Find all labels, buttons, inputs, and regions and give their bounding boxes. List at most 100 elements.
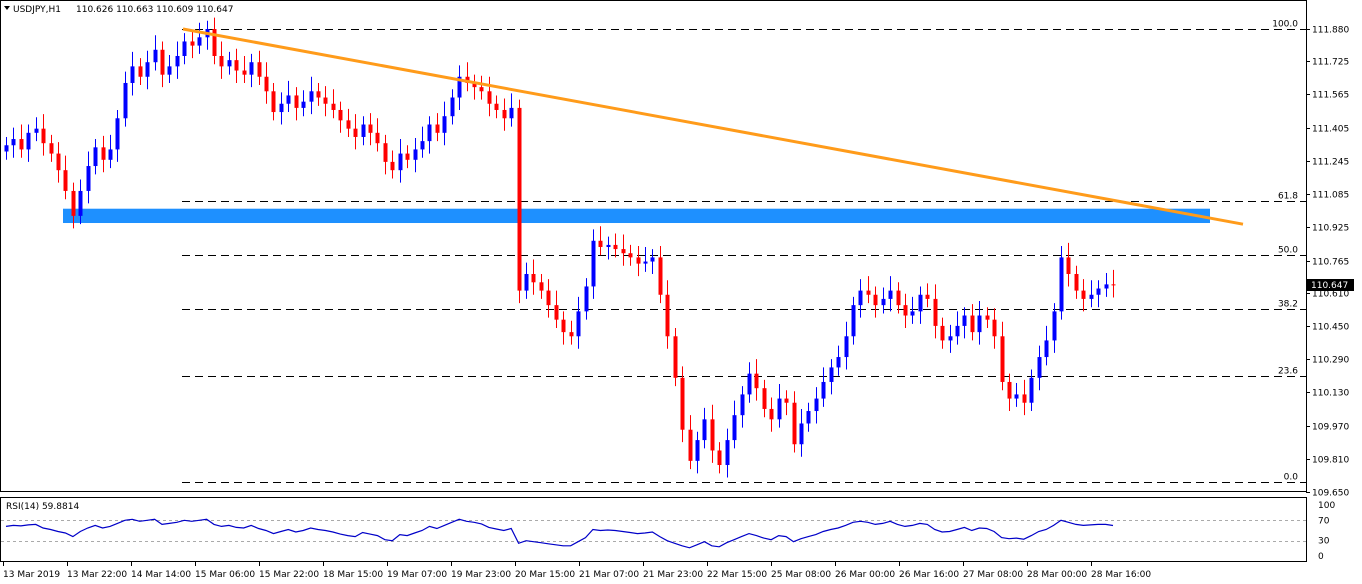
candle-body bbox=[115, 118, 120, 150]
candle-body bbox=[710, 419, 715, 451]
candle-body bbox=[78, 190, 83, 216]
price-tick-label: 109.650 bbox=[1312, 489, 1349, 499]
candle-body bbox=[814, 398, 819, 412]
time-tick-label: 26 Mar 16:00 bbox=[899, 570, 959, 580]
fib-level-label: 50.0 bbox=[1278, 246, 1298, 256]
candle-body bbox=[591, 240, 596, 287]
candle-body bbox=[331, 103, 336, 110]
candle-body bbox=[375, 132, 380, 144]
time-tick-label: 22 Mar 15:00 bbox=[707, 570, 767, 580]
candle-body bbox=[509, 107, 514, 119]
time-tick-label: 13 Mar 22:00 bbox=[67, 570, 127, 580]
candle-body bbox=[264, 76, 269, 92]
price-axis: 111.880 111.725 111.565 111.405 111.245 111.0… bbox=[1306, 26, 1354, 499]
candle-body bbox=[903, 305, 908, 316]
candle-body bbox=[130, 66, 135, 83]
dropdown-triangle-icon[interactable] bbox=[4, 6, 10, 10]
candle-body bbox=[598, 240, 603, 248]
candle-body bbox=[101, 147, 106, 160]
candle-body bbox=[680, 377, 685, 430]
candle-body bbox=[405, 153, 410, 160]
candle-body bbox=[584, 286, 589, 312]
candle-body bbox=[792, 402, 797, 445]
candle-body bbox=[420, 141, 425, 150]
candle-body bbox=[26, 132, 31, 150]
time-tick-label: 14 Mar 14:00 bbox=[131, 570, 191, 580]
candle-body bbox=[1007, 381, 1012, 399]
candle-body bbox=[212, 29, 217, 56]
price-tick-label: 110.450 bbox=[1312, 323, 1349, 333]
support-zone bbox=[63, 208, 1210, 224]
candle-body bbox=[1044, 340, 1049, 358]
candle-body bbox=[896, 290, 901, 306]
candle-body bbox=[361, 124, 366, 137]
candle-body bbox=[940, 325, 945, 341]
ohlc-values: 110.626 110.663 110.609 110.647 bbox=[76, 5, 233, 15]
candle-body bbox=[613, 244, 618, 250]
price-tick-label: 111.725 bbox=[1312, 58, 1349, 68]
price-tick-label: 110.130 bbox=[1312, 389, 1349, 399]
time-tick-label: 13 Mar 2019 bbox=[3, 570, 60, 580]
price-tick-label: 111.405 bbox=[1312, 125, 1349, 135]
candle-body bbox=[49, 143, 54, 154]
candle-body bbox=[257, 62, 262, 77]
candle-body bbox=[955, 325, 960, 337]
price-tick-label: 110.765 bbox=[1312, 258, 1349, 268]
candle-body bbox=[881, 298, 886, 306]
candle-body bbox=[539, 282, 544, 291]
candle-body bbox=[34, 128, 39, 133]
rsi-line bbox=[5, 518, 1114, 549]
candle-body bbox=[398, 153, 403, 171]
candle-body bbox=[933, 298, 938, 326]
candle-body bbox=[628, 253, 633, 258]
candle-body bbox=[725, 440, 730, 466]
symbol-label: USDJPY,H1 bbox=[13, 5, 61, 15]
candle-body bbox=[717, 450, 722, 466]
time-tick-label: 25 Mar 08:00 bbox=[771, 570, 831, 580]
price-tick-label: 110.610 bbox=[1312, 290, 1349, 300]
candle-body bbox=[747, 373, 752, 395]
candle-body bbox=[435, 124, 440, 133]
candle-body bbox=[695, 440, 700, 461]
candle-body bbox=[19, 139, 24, 150]
candle-body bbox=[479, 87, 484, 92]
candle-body bbox=[925, 294, 930, 299]
support-zone-layer bbox=[63, 208, 1210, 224]
trendline-layer bbox=[182, 27, 1244, 226]
candle-body bbox=[197, 37, 202, 46]
candle-body bbox=[190, 41, 195, 46]
fib-level-label: 100.0 bbox=[1272, 20, 1298, 30]
candle-body bbox=[829, 367, 834, 382]
candle-body bbox=[851, 305, 856, 337]
candle-body bbox=[301, 101, 306, 108]
time-tick-label: 18 Mar 15:00 bbox=[323, 570, 383, 580]
candle-body bbox=[167, 66, 172, 75]
candle-body bbox=[688, 429, 693, 461]
candle-body bbox=[650, 257, 655, 262]
candle-body bbox=[866, 290, 871, 295]
price-tick-label: 111.085 bbox=[1312, 191, 1349, 201]
candle-body bbox=[1052, 311, 1057, 341]
candle-body bbox=[71, 190, 76, 216]
time-tick-label: 27 Mar 08:00 bbox=[963, 570, 1023, 580]
candle-body bbox=[673, 336, 678, 378]
candle-body bbox=[286, 95, 291, 104]
candle-body bbox=[606, 244, 611, 248]
time-tick-label: 28 Mar 16:00 bbox=[1091, 570, 1151, 580]
candle-body bbox=[777, 398, 782, 420]
candle-body bbox=[227, 60, 232, 67]
fib-level-label: 23.6 bbox=[1278, 367, 1298, 377]
candle-body bbox=[1059, 257, 1064, 312]
candle-body bbox=[844, 336, 849, 358]
time-tick-label: 26 Mar 00:00 bbox=[835, 570, 895, 580]
candle-body bbox=[427, 124, 432, 142]
candle-body bbox=[494, 103, 499, 110]
candle-body bbox=[4, 145, 9, 152]
candle-body bbox=[309, 91, 314, 102]
candle-body bbox=[621, 249, 626, 254]
candle-body bbox=[249, 62, 254, 75]
candle-body bbox=[569, 332, 574, 337]
rsi-tick-label: 0 bbox=[1318, 552, 1324, 562]
candle-body bbox=[234, 60, 239, 71]
